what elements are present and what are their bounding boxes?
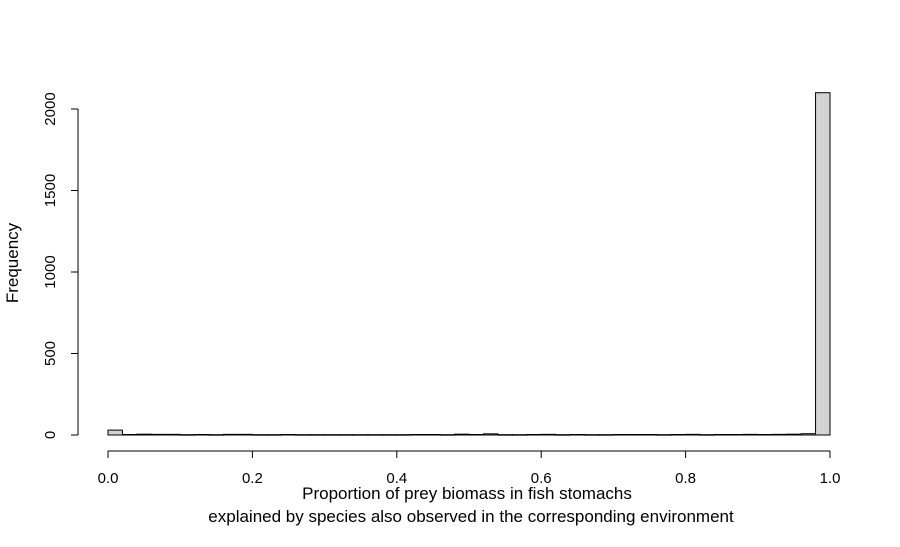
histogram-bar (251, 434, 268, 436)
histogram-bar (165, 433, 181, 436)
y-axis: 0 500 1000 1500 2000 (42, 92, 79, 439)
histogram-bar (786, 433, 802, 436)
x-axis-title-line-2: explained by species also observed in th… (208, 507, 734, 526)
histogram-bar (771, 433, 788, 436)
histogram-bar (742, 433, 759, 436)
histogram-bar (685, 433, 701, 436)
x-tick-label: 0.4 (386, 470, 407, 487)
x-axis-title-line-1: Proportion of prey biomass in fish stoma… (302, 484, 632, 503)
histogram-bar (670, 434, 687, 436)
histogram-bar (641, 434, 658, 436)
histogram-bar (107, 429, 123, 436)
histogram-bar (468, 434, 484, 436)
histogram-bar (815, 92, 831, 436)
histogram-bar (425, 434, 441, 436)
x-tick-label: 0.2 (242, 470, 263, 487)
y-tick-label: 2000 (42, 92, 59, 125)
histogram-bar (569, 434, 586, 436)
histogram-bar (266, 434, 282, 436)
y-tick-label: 1500 (42, 174, 59, 207)
histogram-bar (699, 434, 715, 436)
x-tick-label: 0.8 (675, 470, 696, 487)
histogram-bar (757, 434, 773, 436)
histogram-bar (728, 434, 744, 436)
histogram-bar (367, 434, 383, 436)
y-tick-label: 0 (42, 431, 59, 439)
histogram-bar (396, 434, 412, 436)
histogram-bar (324, 434, 340, 436)
x-tick-label: 0.6 (531, 470, 552, 487)
histogram-bar (410, 434, 427, 436)
histogram-bar (295, 434, 311, 436)
histogram-bar (223, 433, 239, 436)
histogram-bar (179, 434, 196, 436)
histogram-bar (656, 434, 672, 436)
y-tick-label: 1000 (42, 255, 59, 288)
x-axis: 0.0 0.2 0.4 0.6 0.8 1.0 (98, 450, 841, 487)
histogram-bar (511, 434, 528, 436)
histogram-bar (454, 433, 470, 436)
y-tick-label: 500 (42, 341, 59, 366)
x-tick-label: 1.0 (820, 470, 841, 487)
histogram-bar (612, 434, 629, 436)
histogram-bar (352, 434, 369, 436)
histogram-bar (713, 434, 730, 436)
histogram-bar (208, 434, 225, 436)
histogram-bar (237, 433, 253, 436)
x-tick-label: 0.0 (98, 470, 119, 487)
histogram-bar (136, 433, 152, 436)
histogram-bar (526, 434, 542, 436)
histogram-bar (482, 433, 499, 436)
histogram-bar (280, 434, 297, 436)
histogram-bar (555, 434, 571, 436)
histogram-bar (598, 434, 614, 436)
histogram-bar (439, 434, 456, 436)
histogram-bar (584, 434, 600, 436)
histogram-bar (381, 434, 398, 436)
histogram-bar (627, 434, 643, 436)
histogram-bar (121, 434, 138, 436)
histogram-bars (107, 92, 831, 436)
y-axis-title: Frequency (3, 222, 22, 303)
histogram-bar (194, 434, 210, 436)
histogram-bar (800, 433, 817, 436)
histogram-bar (309, 434, 326, 436)
histogram-bar (540, 433, 557, 436)
histogram-bar (150, 433, 167, 436)
histogram-bar (338, 434, 354, 436)
histogram-bar (497, 434, 513, 436)
